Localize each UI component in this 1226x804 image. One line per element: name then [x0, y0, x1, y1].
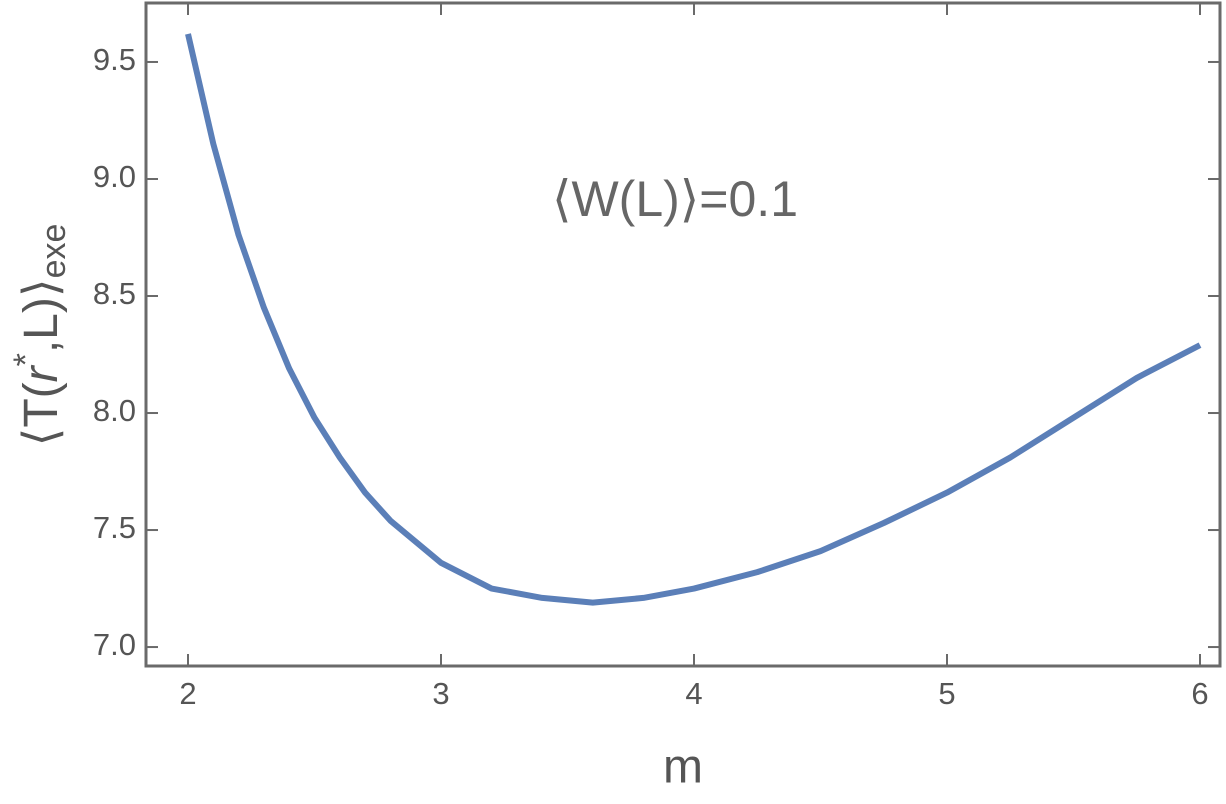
x-tick-label: 3 — [432, 676, 449, 711]
y-tick-label: 9.0 — [93, 159, 136, 194]
y-label-part: * — [7, 353, 45, 366]
y-label-part: r — [15, 364, 68, 382]
y-label-part: ,L)⟩ — [15, 278, 68, 353]
y-axis-label: ⟨T(r*,L)⟩exe — [7, 224, 73, 447]
y-tick-label: 8.0 — [93, 393, 136, 428]
x-tick-label: 5 — [938, 676, 955, 711]
x-tick-label: 2 — [179, 676, 196, 711]
x-axis-label: m — [663, 741, 703, 794]
x-tick-label: 4 — [685, 676, 702, 711]
annotation: ⟨W(L)⟩=0.1 — [552, 171, 798, 227]
y-tick-label: 7.5 — [93, 510, 136, 545]
plot-frame — [144, 1, 1222, 668]
x-tick-label: 6 — [1191, 676, 1208, 711]
y-label-part: ⟨T( — [15, 382, 68, 446]
data-line — [185, 33, 1202, 606]
y-tick-label: 9.5 — [93, 42, 136, 77]
y-label-part: exe — [35, 224, 73, 279]
y-tick-label: 8.5 — [93, 276, 136, 311]
y-tick-label: 7.0 — [93, 627, 136, 662]
